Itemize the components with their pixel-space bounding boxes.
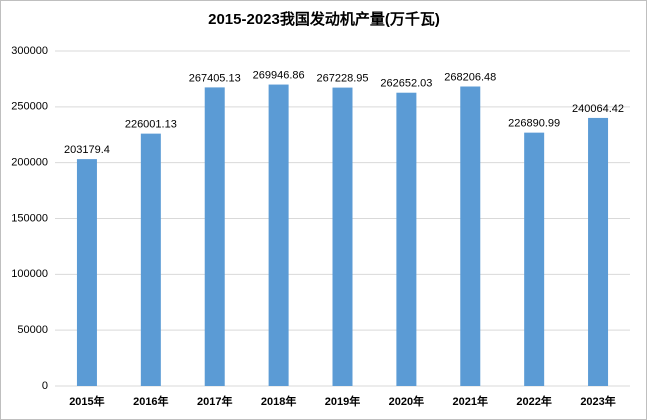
bar [460, 86, 481, 387]
y-tick-label: 100000 [11, 268, 48, 280]
data-label: 203179.4 [64, 144, 110, 156]
y-tick-label: 300000 [11, 45, 48, 57]
x-tick-label: 2017年 [197, 394, 232, 408]
x-tick-label: 2015年 [69, 394, 104, 408]
y-tick-label: 0 [42, 380, 48, 392]
bar [588, 117, 609, 386]
y-tick-label: 150000 [11, 212, 48, 224]
bar [332, 87, 353, 387]
y-tick-label: 250000 [11, 101, 48, 113]
bar [140, 133, 161, 386]
y-tick-label: 50000 [17, 324, 48, 336]
data-label: 226001.13 [125, 119, 177, 131]
x-tick-label: 2022年 [516, 394, 551, 408]
data-label: 267405.13 [189, 72, 241, 84]
data-label: 240064.42 [572, 103, 624, 115]
y-tick-label: 200000 [11, 157, 48, 169]
bar [204, 87, 225, 386]
x-tick-label: 2020年 [389, 394, 424, 408]
x-tick-label: 2018年 [261, 394, 296, 408]
data-label: 269946.86 [253, 69, 305, 81]
bar [268, 84, 289, 387]
bar [396, 92, 417, 386]
x-tick-label: 2019年 [325, 394, 360, 408]
x-tick-label: 2023年 [580, 394, 615, 408]
data-label: 226890.99 [508, 118, 560, 130]
bar [524, 132, 545, 386]
x-tick-label: 2021年 [453, 394, 488, 408]
data-label: 262652.03 [380, 78, 432, 90]
chart-title: 2015-2023我国发动机产量(万千瓦) [208, 10, 440, 28]
x-tick-label: 2016年 [133, 394, 168, 408]
bar [76, 159, 97, 386]
data-label: 268206.48 [444, 71, 496, 83]
data-label: 267228.95 [317, 73, 369, 85]
